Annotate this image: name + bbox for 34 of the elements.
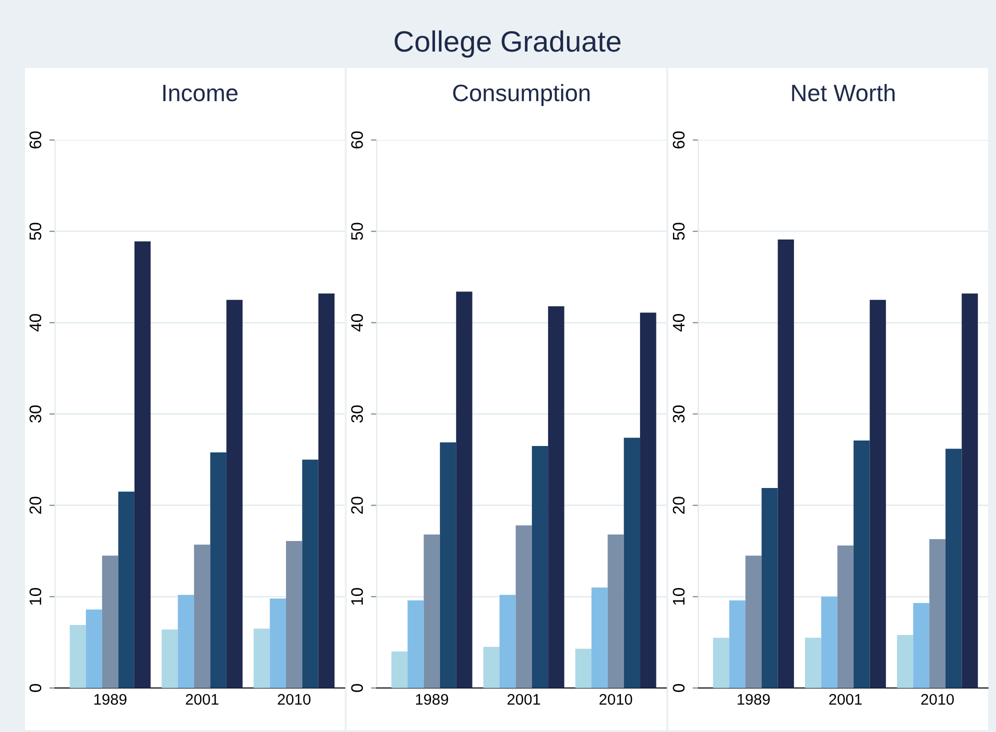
y-tick-label: 60	[29, 131, 42, 148]
y-tick-label: 30	[351, 405, 363, 423]
y-tick-label: 20	[672, 496, 685, 514]
y-tick-label: 30	[29, 405, 42, 423]
y-tick-label: 10	[29, 588, 42, 605]
y-tick-label: 10	[351, 588, 363, 605]
y-tick-label: 20	[351, 496, 363, 514]
y-tick-label: 50	[351, 222, 363, 240]
y-tick-label: 40	[672, 314, 685, 332]
x-tick-label: 1989	[416, 694, 448, 705]
y-tick-label: 0	[672, 684, 685, 692]
y-tick-label: 0	[29, 684, 42, 692]
y-tick-label: 10	[672, 588, 685, 605]
x-tick-label: 2010	[921, 694, 954, 705]
y-tick-label: 40	[351, 314, 363, 332]
chart-title: Income	[163, 84, 238, 102]
text: College Graduate	[394, 30, 621, 58]
x-tick-label: 1989	[94, 694, 126, 705]
chart-title: Net Worth	[792, 84, 895, 102]
y-tick-label: 60	[672, 131, 685, 148]
y-tick-label: 20	[29, 496, 42, 514]
y-tick-label: 40	[29, 314, 42, 332]
y-tick-label: 30	[672, 405, 685, 423]
y-tick-label: 0	[351, 684, 363, 692]
x-tick-label: 2001	[508, 694, 540, 705]
y-tick-label: 50	[29, 222, 42, 240]
x-tick-label: 1989	[738, 694, 770, 705]
x-tick-label: 2010	[278, 694, 310, 705]
x-tick-label: 2001	[829, 694, 862, 705]
chart-title: Consumption	[453, 84, 590, 106]
y-tick-label: 60	[351, 131, 363, 148]
x-tick-label: 2001	[186, 694, 218, 705]
y-tick-label: 50	[672, 222, 685, 240]
x-tick-label: 2010	[600, 694, 632, 705]
